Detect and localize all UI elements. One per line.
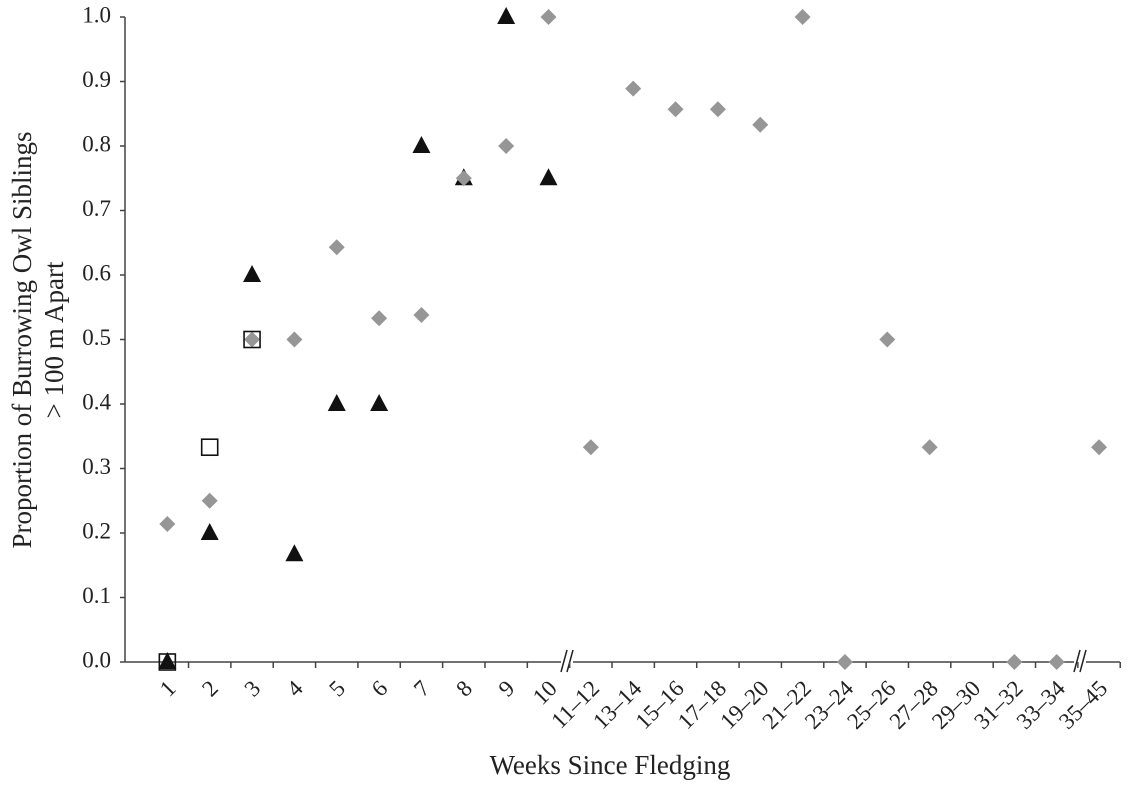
diamond-marker (286, 331, 303, 348)
x-tick-label: 8 (451, 676, 477, 702)
y-tick-label: 0.5 (82, 325, 111, 350)
x-tick-label: 27–28 (885, 676, 943, 734)
diamond-marker (413, 306, 430, 323)
x-tick-label: 5 (324, 676, 350, 702)
x-tick-label: 29–30 (927, 676, 985, 734)
x-tick-label: 31–32 (969, 676, 1027, 734)
triangle-marker (539, 168, 558, 186)
diamond-marker (752, 116, 769, 133)
x-tick-label: 19–20 (715, 676, 773, 734)
y-tick-label: 1.0 (82, 2, 111, 27)
x-tick-label: 3 (240, 676, 266, 702)
x-tick-label: 9 (494, 676, 520, 702)
axis-break (560, 648, 574, 674)
x-tick-label: 25–26 (842, 676, 900, 734)
x-tick-label: 17–18 (673, 676, 731, 734)
square-marker (243, 330, 261, 349)
y-tick-label: 0.7 (82, 196, 111, 221)
triangle-marker (200, 523, 219, 540)
diamond-marker (498, 138, 515, 154)
x-tick-label: 35–45 (1054, 676, 1112, 734)
diamond-marker (709, 101, 726, 118)
y-tick-label: 0.6 (82, 260, 111, 285)
x-tick-label: 2 (197, 676, 223, 702)
diamond-marker (201, 492, 218, 509)
diamond-marker (879, 331, 896, 348)
x-tick-label: 6 (367, 676, 393, 702)
square-marker (158, 653, 177, 671)
diamond-marker (625, 80, 642, 97)
diamond-marker (582, 439, 599, 456)
diamond-marker (371, 310, 388, 327)
y-tick-label: 0.1 (82, 583, 111, 608)
diamond-marker (667, 101, 684, 118)
diamond-marker (921, 439, 938, 456)
diamond-marker (159, 515, 176, 532)
triangle-marker (158, 652, 177, 669)
diamond-marker (1006, 654, 1023, 670)
y-tick-label: 0.2 (82, 518, 111, 543)
y-axis-label-group: Proportion of Burrowing Owl Siblings > 1… (7, 131, 69, 548)
diamond-marker (836, 654, 853, 670)
diamond-marker (328, 239, 345, 256)
diamond-marker (1091, 439, 1108, 456)
y-axis-label: > 100 m Apart (39, 261, 69, 418)
y-axis-label: Proportion of Burrowing Owl Siblings (7, 131, 37, 548)
y-tick-label: 0.8 (82, 131, 111, 156)
diamond-marker (1048, 654, 1065, 670)
x-tick-label: 21–22 (758, 676, 816, 734)
y-tick-label: 0.3 (82, 454, 111, 479)
triangle-marker (243, 265, 262, 282)
triangle-marker (285, 544, 304, 562)
diamond-marker (540, 9, 557, 25)
triangle-marker (370, 394, 389, 411)
square-marker (200, 438, 219, 457)
diamond-marker (794, 9, 811, 25)
y-tick-label: 0.0 (82, 647, 111, 672)
x-tick-label: 15–16 (630, 676, 688, 734)
diamond-marker (455, 170, 472, 187)
y-tick-label: 0.9 (82, 67, 111, 92)
y-tick-label: 0.4 (82, 389, 111, 414)
triangle-marker (327, 394, 346, 411)
x-axis-label: Weeks Since Fledging (490, 750, 731, 780)
x-tick-label: 4 (282, 675, 308, 701)
diamond-marker (244, 331, 261, 348)
triangle-marker (497, 7, 516, 24)
x-tick-label: 1 (155, 676, 181, 702)
x-tick-label: 7 (409, 676, 435, 702)
triangle-marker (412, 136, 431, 153)
axis-break (1073, 648, 1087, 674)
